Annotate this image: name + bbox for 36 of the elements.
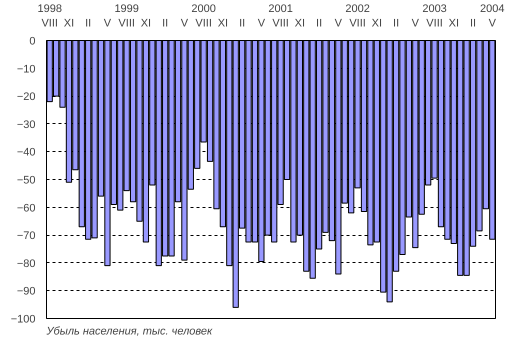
y-tick-label: −60: [16, 202, 36, 214]
y-tick-label: −10: [16, 63, 36, 76]
x-tick-label: II: [85, 18, 92, 30]
x-tick-label: II: [393, 18, 400, 30]
x-tick-label: II: [470, 18, 476, 30]
x-tick-label: 2000 VIII: [191, 3, 216, 30]
y-tick-label: −20: [16, 91, 36, 104]
x-tick-label: II: [316, 18, 322, 30]
x-tick-label: XI: [448, 18, 460, 30]
x-tick-label: XI: [64, 18, 74, 30]
x-tick-label: 2002 VIII: [345, 3, 370, 30]
x-tick-label: II: [239, 18, 246, 30]
x-tick-label: XI: [372, 18, 382, 30]
x-tick-label: V: [104, 18, 112, 30]
text: Убыль населения, тыс. человек: [46, 326, 214, 338]
y-tick-label: −70: [16, 230, 36, 242]
x-tick-label: V: [258, 18, 266, 30]
y-tick-label: −50: [16, 174, 36, 186]
x-tick-label: 2003 VIII: [422, 3, 447, 30]
x-tick-label: XI: [218, 18, 228, 30]
x-tick-label: 2004 V: [480, 3, 505, 30]
y-tick-label: −100: [10, 314, 36, 326]
x-tick-label: V: [180, 18, 189, 30]
y-tick-label: −40: [16, 146, 36, 159]
x-tick-label: 1998 VIII: [37, 3, 62, 30]
y-tick-label: −90: [16, 286, 36, 298]
x-tick-label: XI: [294, 18, 306, 30]
y-tick-label: −30: [16, 118, 36, 131]
x-tick-label: 1999 VIII: [114, 3, 139, 30]
x-tick-label: V: [412, 18, 420, 30]
y-tick-label: 0: [29, 36, 36, 48]
x-tick-label: 2001 VIII: [268, 3, 293, 30]
x-tick-label: XI: [140, 18, 152, 30]
y-tick-label: −80: [16, 258, 36, 270]
x-tick-label: V: [334, 18, 343, 30]
x-tick-label: II: [162, 18, 168, 30]
